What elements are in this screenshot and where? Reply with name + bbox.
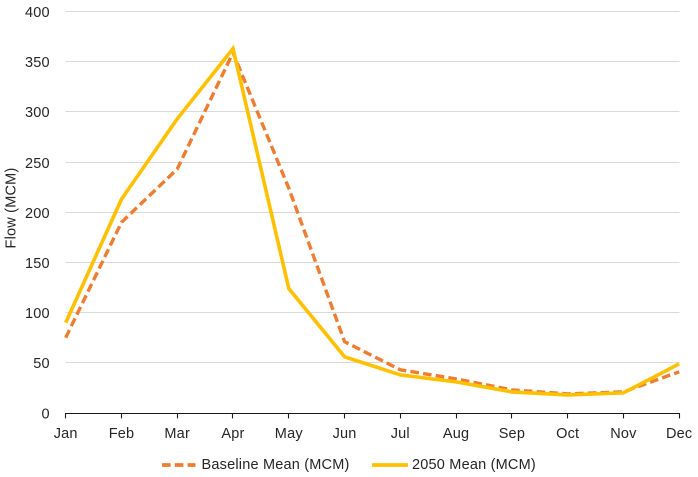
svg-text:200: 200 <box>25 206 50 222</box>
svg-text:150: 150 <box>25 256 50 272</box>
svg-text:Jun: Jun <box>333 426 357 442</box>
svg-text:Jan: Jan <box>54 426 78 442</box>
svg-text:Jul: Jul <box>391 426 410 442</box>
svg-text:Aug: Aug <box>443 426 469 442</box>
svg-text:Mar: Mar <box>164 426 190 442</box>
svg-text:Nov: Nov <box>610 426 637 442</box>
svg-text:Sep: Sep <box>499 426 525 442</box>
svg-text:Flow (MCM): Flow (MCM) <box>3 168 19 249</box>
svg-text:100: 100 <box>25 306 50 322</box>
svg-text:Feb: Feb <box>109 426 135 442</box>
svg-text:Dec: Dec <box>666 426 692 442</box>
svg-text:Oct: Oct <box>556 426 579 442</box>
svg-text:2050 Mean (MCM): 2050 Mean (MCM) <box>412 457 536 473</box>
svg-text:May: May <box>275 426 304 442</box>
svg-text:300: 300 <box>25 105 50 121</box>
svg-text:0: 0 <box>42 406 50 422</box>
svg-text:Baseline Mean (MCM): Baseline Mean (MCM) <box>202 457 350 473</box>
svg-text:350: 350 <box>25 55 50 71</box>
svg-text:400: 400 <box>25 5 50 21</box>
svg-text:50: 50 <box>33 356 50 372</box>
svg-text:Apr: Apr <box>221 426 244 442</box>
svg-text:250: 250 <box>25 156 50 172</box>
